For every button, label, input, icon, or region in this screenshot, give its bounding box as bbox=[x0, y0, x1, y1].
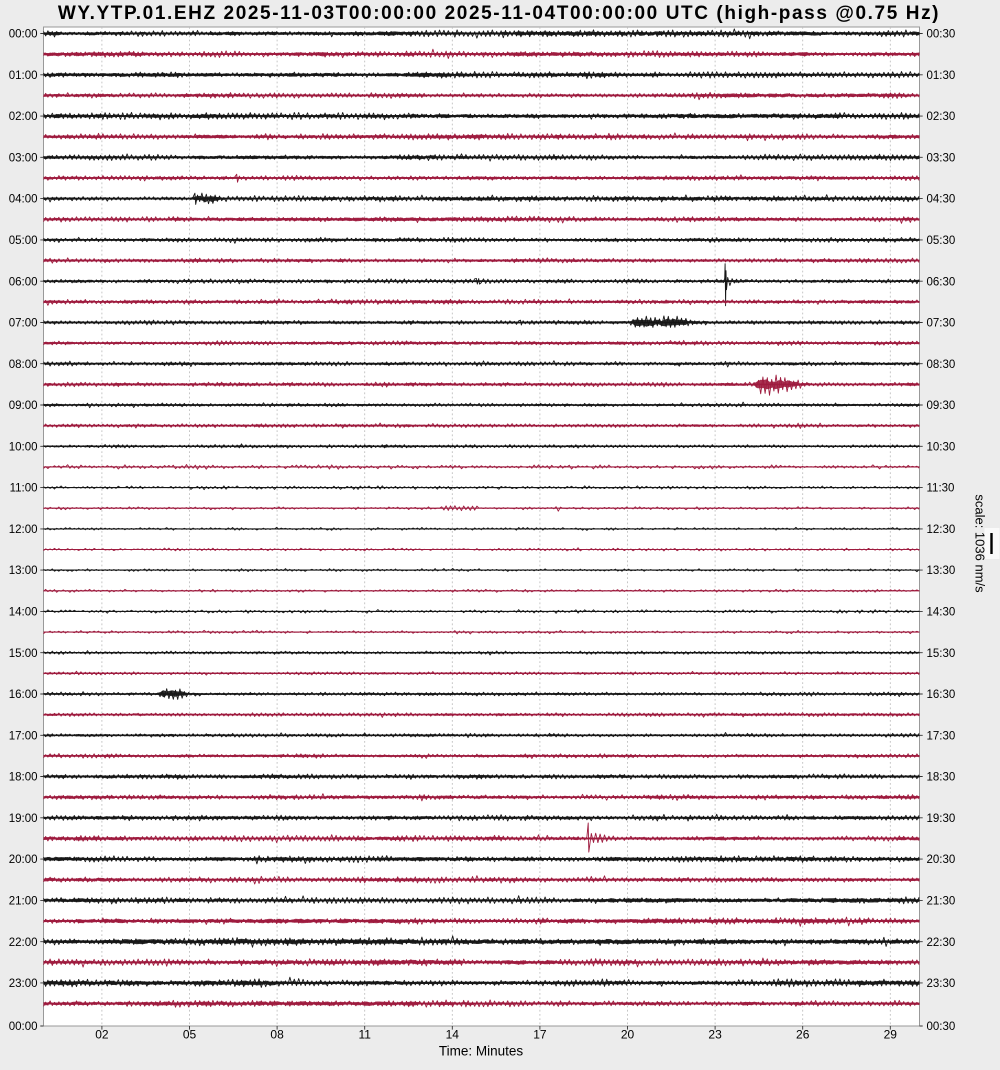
svg-text:02: 02 bbox=[95, 1028, 109, 1042]
svg-text:17:30: 17:30 bbox=[927, 730, 956, 742]
svg-text:scale: 1036 nm/s: scale: 1036 nm/s bbox=[973, 494, 988, 593]
svg-text:11:00: 11:00 bbox=[10, 483, 38, 495]
svg-text:00:00: 00:00 bbox=[9, 1021, 38, 1033]
svg-text:20:00: 20:00 bbox=[9, 854, 38, 866]
svg-text:00:30: 00:30 bbox=[927, 29, 956, 41]
svg-text:29: 29 bbox=[884, 1028, 898, 1042]
svg-text:23:30: 23:30 bbox=[927, 978, 956, 990]
svg-text:13:30: 13:30 bbox=[927, 565, 956, 577]
svg-text:12:00: 12:00 bbox=[9, 524, 38, 536]
svg-text:14: 14 bbox=[446, 1028, 460, 1042]
svg-text:09:30: 09:30 bbox=[927, 400, 956, 412]
svg-text:18:30: 18:30 bbox=[927, 772, 956, 784]
svg-text:23:00: 23:00 bbox=[9, 978, 38, 990]
svg-text:09:00: 09:00 bbox=[9, 400, 38, 412]
svg-text:19:00: 19:00 bbox=[9, 813, 38, 825]
svg-text:13:00: 13:00 bbox=[9, 565, 38, 577]
svg-text:10:30: 10:30 bbox=[927, 441, 956, 453]
svg-text:03:30: 03:30 bbox=[927, 152, 956, 164]
svg-text:02:30: 02:30 bbox=[927, 111, 956, 123]
svg-text:07:30: 07:30 bbox=[927, 318, 956, 330]
svg-text:01:00: 01:00 bbox=[9, 70, 38, 82]
svg-text:15:30: 15:30 bbox=[927, 648, 956, 660]
svg-text:21:00: 21:00 bbox=[9, 896, 38, 908]
svg-text:18:00: 18:00 bbox=[9, 772, 38, 784]
svg-text:Time: Minutes: Time: Minutes bbox=[439, 1044, 524, 1059]
svg-text:05:30: 05:30 bbox=[927, 235, 956, 247]
svg-text:03:00: 03:00 bbox=[9, 152, 38, 164]
svg-text:02:00: 02:00 bbox=[9, 111, 38, 123]
svg-text:16:30: 16:30 bbox=[927, 689, 956, 701]
svg-text:17: 17 bbox=[533, 1028, 547, 1042]
svg-text:23: 23 bbox=[708, 1028, 722, 1042]
svg-text:26: 26 bbox=[796, 1028, 810, 1042]
svg-text:07:00: 07:00 bbox=[9, 318, 38, 330]
svg-text:08:30: 08:30 bbox=[927, 359, 956, 371]
svg-text:20: 20 bbox=[621, 1028, 635, 1042]
svg-text:15:00: 15:00 bbox=[9, 648, 38, 660]
svg-text:11: 11 bbox=[358, 1028, 371, 1042]
svg-text:17:00: 17:00 bbox=[9, 730, 38, 742]
svg-text:10:00: 10:00 bbox=[9, 441, 38, 453]
svg-text:19:30: 19:30 bbox=[927, 813, 956, 825]
svg-text:14:30: 14:30 bbox=[927, 607, 956, 619]
svg-text:22:30: 22:30 bbox=[927, 937, 956, 949]
svg-text:22:00: 22:00 bbox=[9, 937, 38, 949]
svg-text:06:00: 06:00 bbox=[9, 276, 38, 288]
svg-text:16:00: 16:00 bbox=[9, 689, 38, 701]
svg-text:06:30: 06:30 bbox=[927, 276, 956, 288]
svg-text:01:30: 01:30 bbox=[927, 70, 956, 82]
svg-text:21:30: 21:30 bbox=[927, 896, 956, 908]
svg-text:00:30: 00:30 bbox=[927, 1021, 956, 1033]
svg-text:05: 05 bbox=[183, 1028, 197, 1042]
svg-text:05:00: 05:00 bbox=[9, 235, 38, 247]
svg-text:20:30: 20:30 bbox=[927, 854, 956, 866]
svg-text:12:30: 12:30 bbox=[927, 524, 956, 536]
svg-text:11:30: 11:30 bbox=[927, 483, 955, 495]
svg-text:WY.YTP.01.EHZ 2025-11-03T00:00: WY.YTP.01.EHZ 2025-11-03T00:00:00 2025-1… bbox=[58, 3, 940, 24]
svg-text:00:00: 00:00 bbox=[9, 29, 38, 41]
svg-text:08:00: 08:00 bbox=[9, 359, 38, 371]
svg-text:08: 08 bbox=[270, 1028, 284, 1042]
svg-text:04:00: 04:00 bbox=[9, 194, 38, 206]
svg-text:14:00: 14:00 bbox=[9, 607, 38, 619]
svg-text:04:30: 04:30 bbox=[927, 194, 956, 206]
